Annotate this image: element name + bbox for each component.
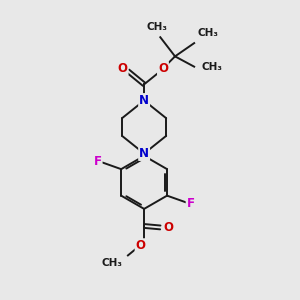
Text: N: N: [139, 94, 149, 107]
Text: F: F: [187, 197, 195, 210]
Text: O: O: [136, 239, 146, 252]
Text: O: O: [158, 62, 168, 75]
Text: O: O: [164, 221, 174, 234]
Text: CH₃: CH₃: [202, 62, 223, 72]
Text: N: N: [139, 147, 149, 160]
Text: O: O: [118, 61, 128, 75]
Text: CH₃: CH₃: [101, 258, 122, 268]
Text: CH₃: CH₃: [198, 28, 219, 38]
Text: CH₃: CH₃: [146, 22, 167, 32]
Text: F: F: [94, 155, 102, 168]
